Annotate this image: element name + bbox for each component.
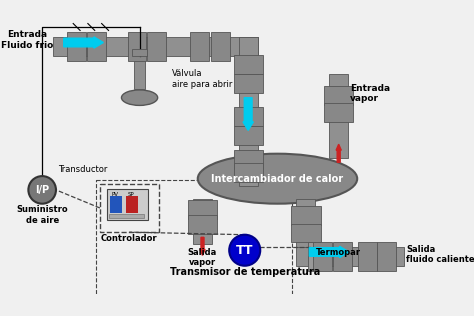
Bar (191, 32, 210, 61)
Bar (126, 196, 138, 213)
Circle shape (28, 176, 56, 204)
Text: Intercambiador de calor: Intercambiador de calor (211, 174, 344, 184)
Bar (100, 184, 158, 232)
Bar (358, 242, 377, 271)
Bar (128, 32, 146, 61)
Circle shape (229, 235, 260, 266)
Text: PV: PV (112, 191, 119, 197)
Bar (234, 163, 263, 182)
Bar (107, 189, 148, 220)
Bar (135, 56, 145, 89)
Text: I/P: I/P (35, 185, 49, 195)
Bar (292, 223, 320, 242)
Bar (239, 181, 258, 185)
Bar (324, 86, 353, 105)
Bar (324, 103, 353, 122)
Bar (296, 247, 404, 266)
FancyArrow shape (200, 237, 205, 255)
Text: Entrada
vapor: Entrada vapor (350, 84, 390, 103)
FancyArrow shape (310, 246, 349, 258)
Bar (147, 32, 166, 61)
Bar (211, 32, 230, 61)
Text: Termopar: Termopar (316, 248, 361, 257)
Bar (296, 199, 315, 247)
Text: Transmisor de temperatura: Transmisor de temperatura (170, 267, 320, 277)
Ellipse shape (198, 154, 357, 204)
Bar (239, 37, 258, 181)
Text: Salida
fluido caliente: Salida fluido caliente (406, 245, 474, 264)
Bar (110, 196, 122, 213)
Bar (234, 150, 263, 169)
Bar (234, 55, 263, 74)
Bar (333, 242, 352, 271)
Text: Controlador: Controlador (101, 234, 157, 243)
Text: Transductor: Transductor (58, 165, 107, 174)
Bar (96, 179, 292, 297)
FancyArrow shape (64, 37, 103, 48)
Bar (313, 242, 332, 271)
Text: SP: SP (128, 191, 134, 197)
Bar (109, 214, 144, 218)
Text: Salida
vapor: Salida vapor (188, 248, 217, 267)
Bar (132, 49, 147, 56)
Bar (234, 74, 263, 93)
Text: Válvula
aire para abrir: Válvula aire para abrir (173, 69, 233, 88)
Bar (234, 107, 263, 126)
Bar (193, 199, 212, 244)
Bar (234, 126, 263, 145)
FancyArrow shape (336, 144, 341, 162)
Bar (292, 206, 320, 225)
Ellipse shape (121, 90, 158, 106)
Bar (188, 200, 217, 219)
FancyArrow shape (243, 98, 253, 131)
Bar (308, 242, 315, 271)
Text: TT: TT (236, 244, 254, 257)
Text: Entrada
Fluido frio: Entrada Fluido frio (1, 30, 54, 50)
Bar (188, 215, 217, 234)
Bar (377, 242, 396, 271)
Bar (329, 74, 348, 158)
Bar (54, 37, 258, 56)
Text: Suministro
de aire: Suministro de aire (17, 205, 68, 225)
Bar (67, 32, 86, 61)
Bar (87, 32, 106, 61)
